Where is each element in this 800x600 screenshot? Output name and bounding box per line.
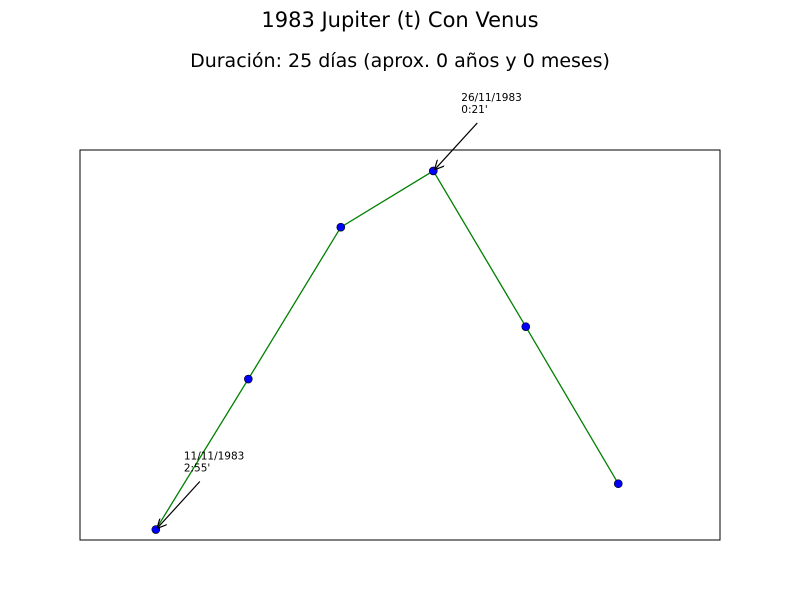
series-layer xyxy=(151,166,623,534)
data-point xyxy=(521,322,531,331)
data-point xyxy=(336,222,346,232)
chart-subtitle: Duración: 25 días (aprox. 0 años y 0 mes… xyxy=(190,50,610,72)
annotation-arrow xyxy=(435,122,478,169)
data-point xyxy=(613,479,623,489)
annotation-value: 2:55' xyxy=(184,463,210,475)
plot-frame xyxy=(79,149,721,541)
data-point xyxy=(244,374,253,384)
annotation-date: 26/11/1983 xyxy=(461,92,522,104)
annotation-value: 0:21' xyxy=(461,104,487,116)
chart-title: 1983 Jupiter (t) Con Venus xyxy=(261,8,539,32)
annotation-date: 11/11/1983 xyxy=(184,451,245,463)
annotation-arrow xyxy=(158,481,201,528)
series-line xyxy=(155,170,619,530)
